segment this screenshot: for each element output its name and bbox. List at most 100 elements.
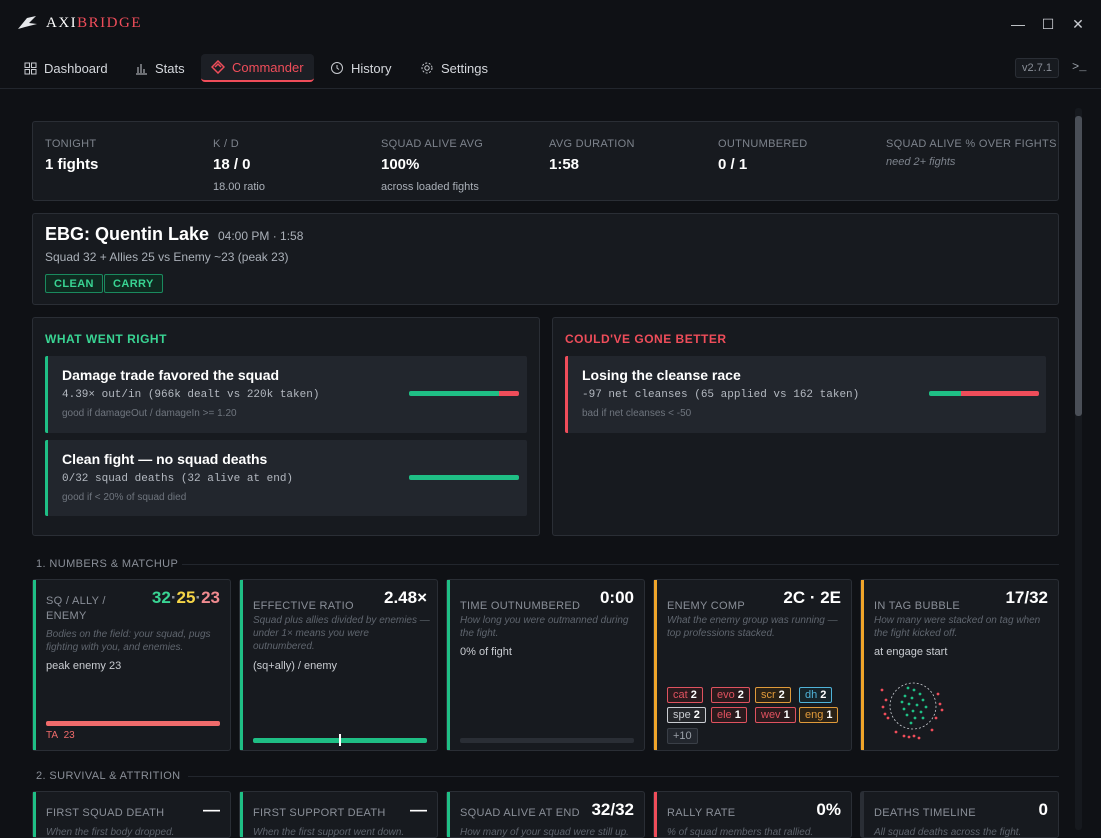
list-item[interactable]: Damage trade favored the squad 4.39× out… — [45, 356, 527, 433]
profession-chip-eng[interactable]: eng 1 — [799, 707, 839, 723]
commander-icon — [211, 60, 225, 74]
outside-dot — [940, 708, 944, 712]
card-title: FIRST SUPPORT DEATH — [253, 807, 386, 819]
stat-avg-duration: AVG DURATION 1:58 — [549, 138, 635, 173]
status-badge: CARRY — [104, 274, 163, 293]
dashboard-icon — [24, 62, 37, 74]
fight-time: 04:00 PM · 1:58 — [218, 229, 304, 243]
card-extra: at engage start — [874, 646, 948, 658]
card-value: 2.48× — [383, 588, 427, 607]
card-value: 17/32 — [1005, 588, 1048, 607]
item-hint: good if < 20% of squad died — [62, 492, 187, 503]
squad-dot — [915, 703, 919, 707]
outside-dot — [880, 688, 884, 692]
outside-dot — [930, 728, 934, 732]
chip-count: 2 — [690, 689, 697, 701]
stat-squad-alive-over-fights: SQUAD ALIVE % OVER FIGHTS need 2+ fights — [886, 138, 1057, 168]
outside-dot — [883, 712, 887, 716]
chip-name: dh — [805, 689, 818, 701]
bar-good — [929, 391, 961, 396]
item-hint: bad if net cleanses < -50 — [582, 408, 692, 419]
squad-dot — [921, 716, 925, 720]
logo-icon — [18, 16, 37, 29]
ratio-marker — [339, 734, 341, 746]
minimize-icon[interactable]: — — [1011, 16, 1025, 32]
squad-dot — [905, 713, 909, 717]
squad-dot — [913, 716, 917, 720]
tab-stats-label: Stats — [155, 60, 185, 76]
outside-dot — [902, 734, 906, 738]
scroll-thumb[interactable] — [1075, 116, 1082, 416]
card-value: 2C · 2E — [783, 588, 841, 607]
tab-dashboard[interactable]: Dashboard — [14, 54, 118, 82]
card-title: IN TAG BUBBLE — [874, 600, 961, 612]
stat-tonight: TONIGHT 1 fights — [45, 138, 99, 173]
chip-count: 1 — [734, 709, 741, 721]
profession-chip-evo[interactable]: evo 2 — [711, 687, 750, 703]
maximize-icon[interactable]: ☐ — [1041, 15, 1055, 32]
enemy-bar — [46, 721, 220, 726]
section-title: 2. SURVIVAL & ATTRITION — [36, 770, 181, 782]
gone-better-title: COULD'VE GONE BETTER — [565, 332, 727, 346]
profession-chip-spe[interactable]: spe 2 — [667, 707, 706, 723]
tab-settings[interactable]: Settings — [410, 54, 498, 82]
gear-icon — [421, 62, 433, 74]
progress-bar — [409, 475, 519, 480]
card-desc: When the first support went down. — [253, 827, 405, 838]
squad-dot — [900, 700, 904, 704]
card-enemy-comp: ENEMY COMP 2C · 2E What the enemy group … — [653, 579, 852, 751]
card-desc: All squad deaths across the fight. — [874, 827, 1022, 838]
outside-dot — [907, 735, 911, 739]
outside-dot — [938, 702, 942, 706]
chip-name: ele — [717, 709, 732, 721]
outside-dot — [886, 716, 890, 720]
squad-dot — [902, 707, 906, 711]
card-desc: Squad plus allies divided by enemies — u… — [253, 615, 430, 652]
tag-bubble-plot — [880, 682, 944, 740]
section-title: 1. NUMBERS & MATCHUP — [36, 558, 179, 570]
outside-dot — [917, 736, 921, 740]
close-icon[interactable]: ✕ — [1072, 15, 1084, 32]
profession-chip-scr[interactable]: scr 2 — [755, 687, 791, 703]
chip-name: evo — [717, 689, 735, 701]
chip-count: 1 — [826, 709, 833, 721]
card-value: 0% — [816, 800, 841, 819]
tab-commander[interactable]: Commander — [201, 54, 314, 82]
card-title: EFFECTIVE RATIO — [253, 600, 354, 612]
card-desc: How long you were outmanned during the f… — [460, 615, 629, 639]
list-item[interactable]: Clean fight — no squad deaths 0/32 squad… — [45, 440, 527, 516]
app-logo: AXIBRIDGE — [16, 15, 142, 32]
outside-dot — [934, 716, 938, 720]
profession-chip-dh[interactable]: dh 2 — [799, 687, 833, 703]
chip-name: eng — [805, 709, 824, 721]
item-title: Clean fight — no squad deaths — [62, 451, 268, 467]
card-desc: When the first body dropped. — [46, 827, 175, 838]
squad-dot — [907, 702, 911, 706]
chip-name: cat — [673, 689, 688, 701]
card-value: 32/32 — [591, 800, 634, 819]
list-item[interactable]: Losing the cleanse race -97 net cleanses… — [565, 356, 1046, 433]
fight-header: EBG: Quentin Lake 04:00 PM · 1:58 Squad … — [32, 213, 1059, 305]
fight-title: EBG: Quentin Lake — [45, 224, 210, 244]
profession-chip-cat[interactable]: cat 2 — [667, 687, 703, 703]
terminal-icon[interactable]: >_ — [1072, 60, 1087, 74]
went-right-title: WHAT WENT RIGHT — [45, 332, 167, 346]
tab-commander-label: Commander — [232, 59, 304, 75]
item-detail: -97 net cleanses (65 applied vs 162 take… — [582, 389, 860, 401]
chip-count: 2 — [778, 689, 785, 701]
card-desc: What the enemy group was running — top p… — [667, 615, 838, 639]
progress-bar — [409, 391, 519, 396]
squad-dot — [910, 696, 914, 700]
outnumbered-bar — [460, 738, 634, 743]
tab-stats[interactable]: Stats — [125, 54, 195, 82]
profession-chip-wev[interactable]: wev 1 — [755, 707, 796, 723]
outside-dot — [881, 705, 885, 709]
tab-history[interactable]: History — [320, 54, 401, 82]
card-extra: peak enemy 23 — [46, 660, 122, 672]
bar-chart-icon — [136, 63, 147, 74]
card-value: — — [410, 800, 427, 819]
profession-chip-ele[interactable]: ele 1 — [711, 707, 747, 723]
card-sq-ally-enemy: SQ / ALLY / ENEMY 32·25·23 Bodies on the… — [32, 579, 231, 751]
chip-more[interactable]: +10 — [667, 728, 698, 744]
scrollbar[interactable] — [1075, 108, 1082, 830]
